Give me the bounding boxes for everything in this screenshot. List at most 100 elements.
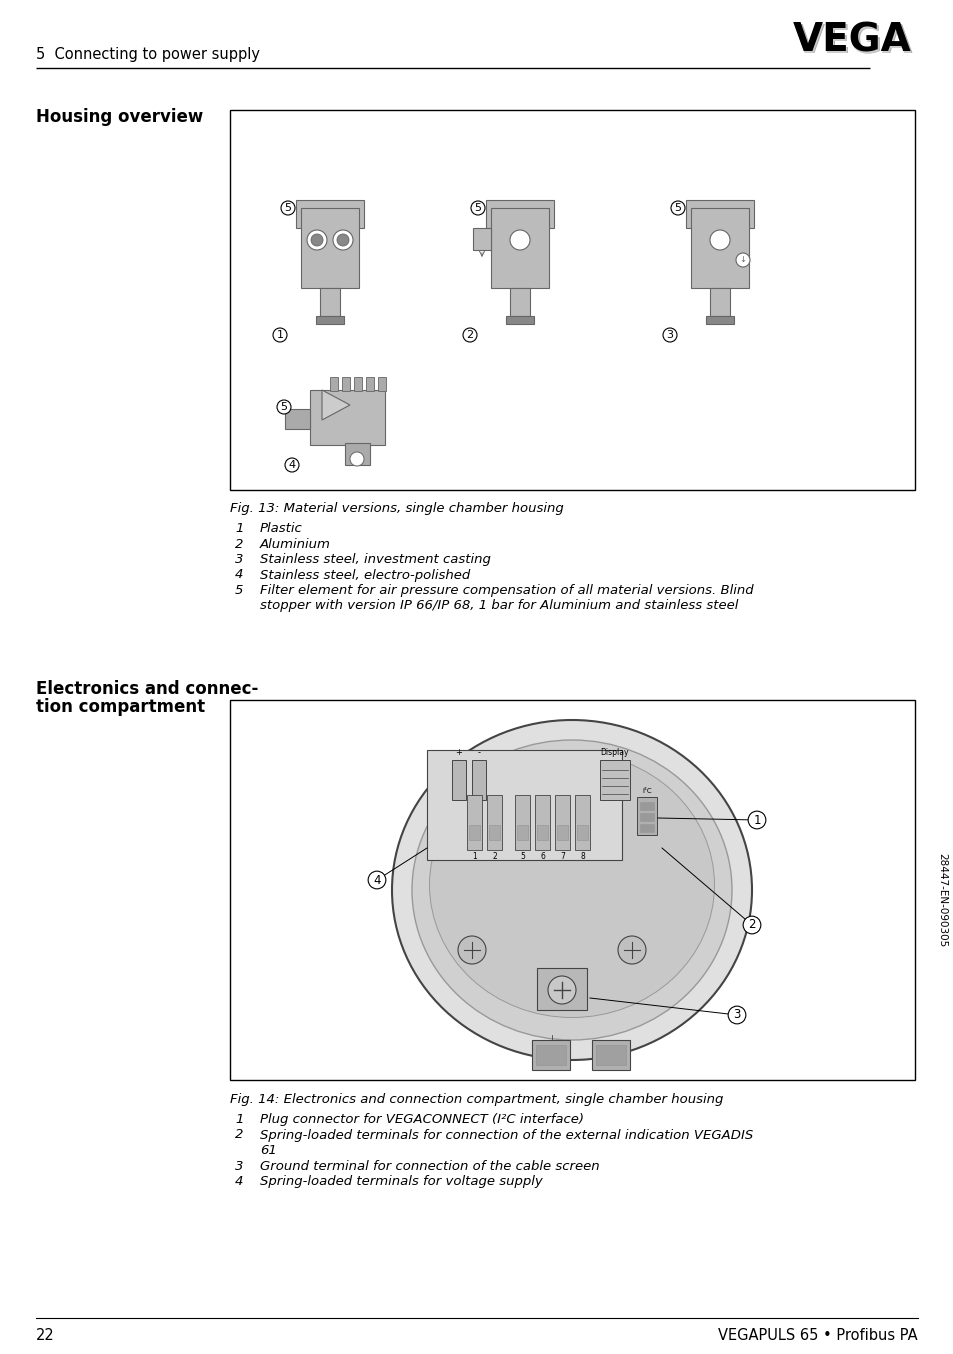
Bar bbox=[535, 795, 550, 850]
Text: 1: 1 bbox=[234, 523, 243, 535]
Text: 3: 3 bbox=[733, 1009, 740, 1021]
Bar bbox=[345, 443, 370, 464]
Text: 7: 7 bbox=[559, 852, 564, 861]
Text: 28447-EN-090305: 28447-EN-090305 bbox=[936, 853, 946, 948]
Text: 2: 2 bbox=[466, 330, 473, 340]
Text: 1: 1 bbox=[753, 814, 760, 826]
Text: 5: 5 bbox=[280, 402, 287, 412]
Bar bbox=[315, 315, 344, 324]
Text: Stainless steel, investment casting: Stainless steel, investment casting bbox=[260, 552, 491, 566]
Circle shape bbox=[547, 976, 576, 1005]
Bar bbox=[685, 200, 753, 227]
Text: 4: 4 bbox=[288, 460, 295, 470]
Text: Filter element for air pressure compensation of all material versions. Blind: Filter element for air pressure compensa… bbox=[260, 584, 753, 597]
Text: 1: 1 bbox=[276, 330, 283, 340]
Text: Ground terminal for connection of the cable screen: Ground terminal for connection of the ca… bbox=[260, 1159, 599, 1173]
Text: Aluminium: Aluminium bbox=[260, 538, 331, 551]
Bar bbox=[319, 288, 339, 315]
Text: 5: 5 bbox=[674, 203, 680, 213]
Bar bbox=[230, 700, 914, 1080]
Text: VEGA: VEGA bbox=[795, 24, 913, 62]
Bar bbox=[341, 376, 350, 391]
Bar bbox=[467, 795, 481, 850]
Text: I²C: I²C bbox=[641, 788, 651, 793]
Text: Housing overview: Housing overview bbox=[36, 108, 203, 126]
Text: Plug connector for VEGACONNECT (I²C interface): Plug connector for VEGACONNECT (I²C inte… bbox=[260, 1113, 583, 1127]
Text: Plastic: Plastic bbox=[260, 523, 302, 535]
Text: 2: 2 bbox=[234, 1128, 243, 1141]
Ellipse shape bbox=[392, 720, 751, 1060]
Bar bbox=[537, 968, 586, 1010]
Circle shape bbox=[311, 234, 323, 246]
Text: 5  Connecting to power supply: 5 Connecting to power supply bbox=[36, 47, 260, 62]
Bar bbox=[705, 315, 733, 324]
Bar bbox=[532, 1040, 569, 1070]
Bar bbox=[555, 795, 569, 850]
Text: Fig. 13: Material versions, single chamber housing: Fig. 13: Material versions, single chamb… bbox=[230, 502, 563, 515]
Bar bbox=[639, 812, 654, 821]
Bar bbox=[537, 825, 547, 839]
Text: tion compartment: tion compartment bbox=[36, 699, 205, 716]
Bar bbox=[577, 825, 587, 839]
Text: Fig. 14: Electronics and connection compartment, single chamber housing: Fig. 14: Electronics and connection comp… bbox=[230, 1093, 722, 1106]
Bar bbox=[473, 227, 491, 250]
Bar bbox=[557, 825, 567, 839]
Text: 5: 5 bbox=[519, 852, 524, 861]
Bar bbox=[377, 376, 386, 391]
Bar bbox=[366, 376, 374, 391]
Text: 4: 4 bbox=[373, 873, 380, 887]
Bar bbox=[285, 409, 310, 429]
Ellipse shape bbox=[429, 753, 714, 1017]
Text: VEGA: VEGA bbox=[792, 22, 911, 60]
Bar bbox=[515, 795, 530, 850]
Text: 4: 4 bbox=[234, 569, 243, 581]
Bar bbox=[295, 200, 364, 227]
Bar bbox=[637, 798, 657, 835]
Bar bbox=[489, 825, 499, 839]
Bar bbox=[517, 825, 527, 839]
Bar bbox=[230, 110, 914, 490]
Bar bbox=[575, 795, 589, 850]
Circle shape bbox=[350, 452, 364, 466]
Bar bbox=[639, 825, 654, 831]
Bar bbox=[354, 376, 361, 391]
Circle shape bbox=[618, 936, 645, 964]
Bar bbox=[639, 802, 654, 810]
Text: 1: 1 bbox=[234, 1113, 243, 1127]
Bar bbox=[491, 209, 548, 288]
Bar bbox=[452, 760, 465, 800]
Circle shape bbox=[709, 230, 729, 250]
Bar bbox=[469, 825, 479, 839]
Ellipse shape bbox=[412, 741, 731, 1040]
Bar bbox=[485, 200, 554, 227]
Circle shape bbox=[510, 230, 530, 250]
Circle shape bbox=[336, 234, 349, 246]
Text: 2: 2 bbox=[492, 852, 497, 861]
Text: 2: 2 bbox=[747, 918, 755, 932]
Bar bbox=[472, 760, 485, 800]
Text: 5: 5 bbox=[474, 203, 481, 213]
Bar bbox=[510, 288, 530, 315]
Text: Spring-loaded terminals for voltage supply: Spring-loaded terminals for voltage supp… bbox=[260, 1175, 542, 1187]
Text: Stainless steel, electro-polished: Stainless steel, electro-polished bbox=[260, 569, 470, 581]
Text: VEGAPULS 65 • Profibus PA: VEGAPULS 65 • Profibus PA bbox=[718, 1328, 917, 1343]
Text: Display: Display bbox=[600, 747, 629, 757]
Bar bbox=[330, 376, 337, 391]
Text: Electronics and connec-: Electronics and connec- bbox=[36, 680, 258, 699]
Circle shape bbox=[457, 936, 485, 964]
Text: Spring-loaded terminals for connection of the external indication VEGADIS: Spring-loaded terminals for connection o… bbox=[260, 1128, 753, 1141]
Text: 3: 3 bbox=[666, 330, 673, 340]
Bar bbox=[486, 795, 501, 850]
Text: 6: 6 bbox=[539, 852, 544, 861]
Bar bbox=[536, 1045, 565, 1066]
Bar bbox=[596, 1045, 625, 1066]
Text: 5: 5 bbox=[234, 584, 243, 597]
Text: VEGA: VEGA bbox=[794, 23, 912, 61]
Text: 5: 5 bbox=[284, 203, 292, 213]
Circle shape bbox=[735, 253, 749, 267]
Bar bbox=[599, 760, 629, 800]
Text: 4: 4 bbox=[234, 1175, 243, 1187]
Circle shape bbox=[307, 230, 327, 250]
Polygon shape bbox=[322, 390, 350, 420]
Text: +: + bbox=[456, 747, 462, 757]
